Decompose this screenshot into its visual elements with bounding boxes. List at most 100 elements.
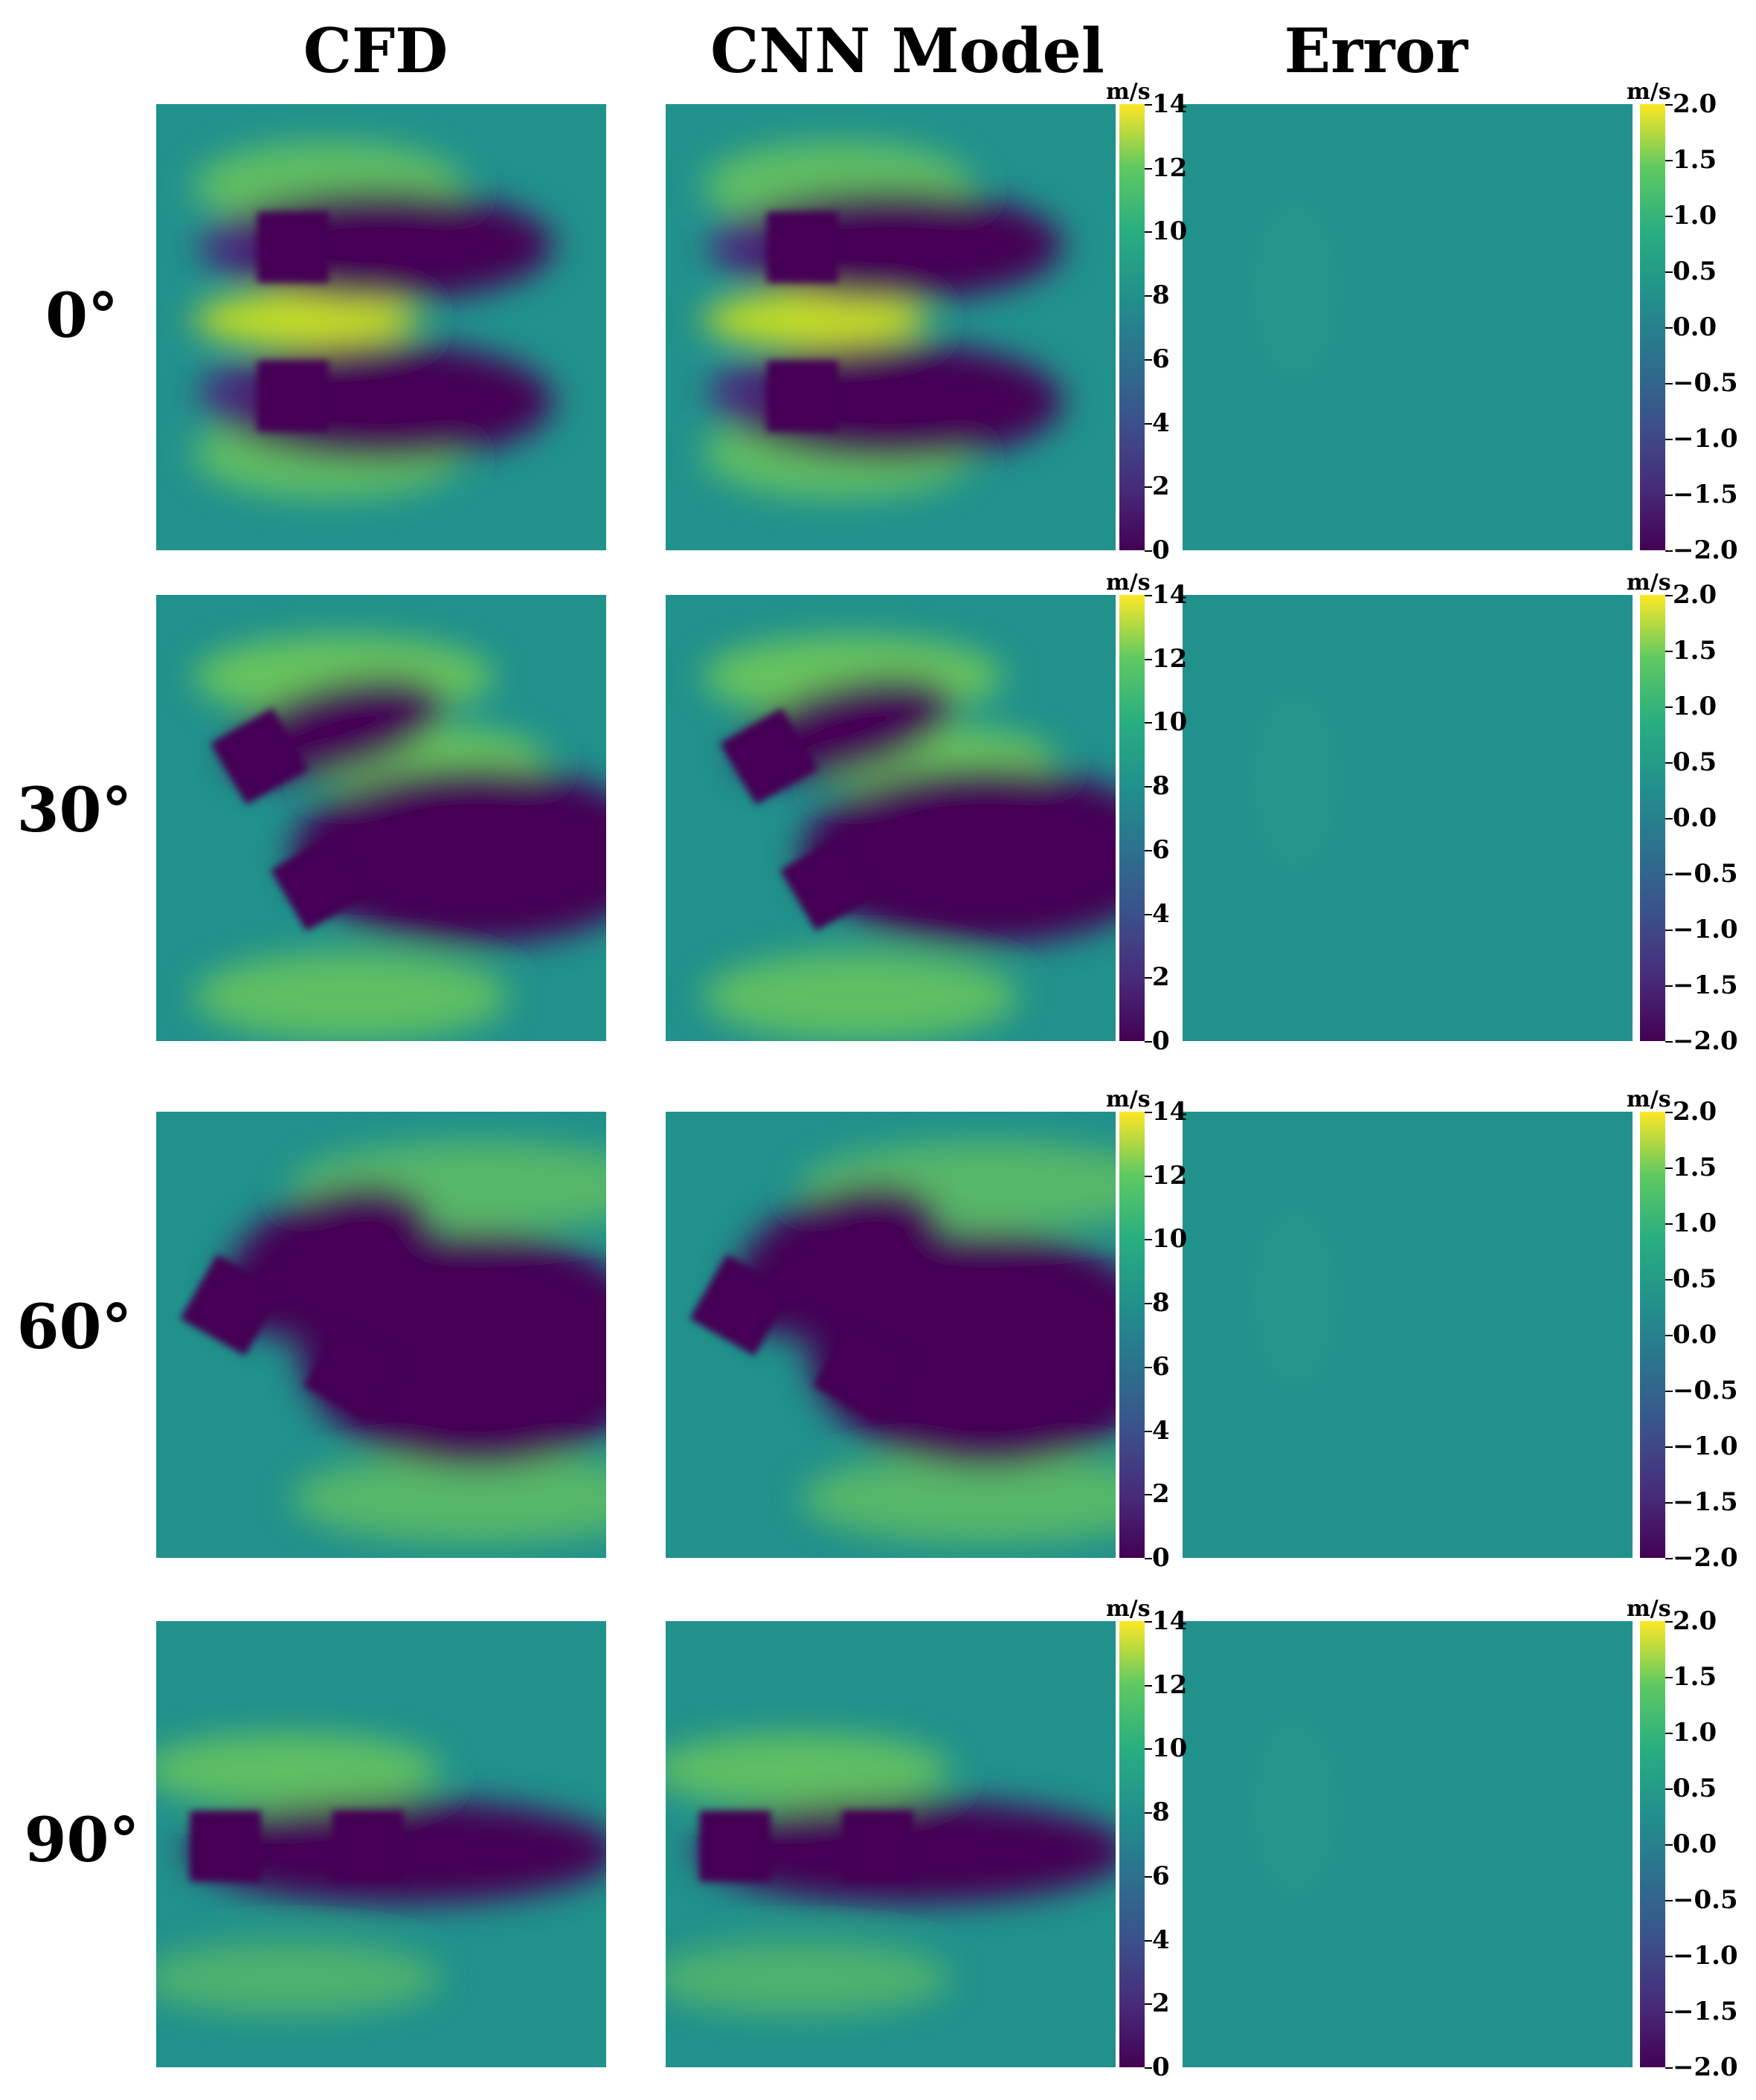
error-60-colorbar-tick-label: −2.0 [1673, 1543, 1738, 1573]
error-30-colorbar-tickmark [1665, 595, 1673, 596]
error-90-colorbar-unit: m/s [1627, 1596, 1671, 1622]
velocity-0-colorbar-tickmark [1145, 295, 1152, 297]
error-90-colorbar-tickmark [1665, 1844, 1673, 1846]
cfd-panel-0 [156, 104, 606, 550]
velocity-60-colorbar-tick-label: 2 [1152, 1479, 1170, 1510]
error-panel-30 [1183, 595, 1633, 1041]
velocity-0-colorbar-tick-label: 14 [1152, 89, 1188, 119]
error-30-colorbar-tick-label: −2.0 [1673, 1026, 1738, 1056]
velocity-60-colorbar-tick-label: 6 [1152, 1351, 1170, 1382]
velocity-0-colorbar-tickmark [1145, 550, 1152, 552]
velocity-30-colorbar-tick-label: 10 [1152, 707, 1188, 738]
velocity-30-colorbar-tick-label: 0 [1152, 1026, 1170, 1056]
error-60-colorbar-tickmark [1665, 1223, 1673, 1225]
row-label-90: 90° [24, 1805, 140, 1876]
velocity-0-colorbar-tickmark [1145, 167, 1152, 170]
error-60-colorbar-tickmark [1665, 1502, 1673, 1504]
error-panel-90 [1183, 1621, 1633, 2067]
velocity-60-colorbar-tickmark [1145, 1430, 1152, 1432]
error-30-colorbar-tickmark [1665, 985, 1673, 987]
velocity-30-colorbar-tickmark [1145, 1041, 1152, 1043]
velocity-30-colorbar-tick-label: 6 [1152, 834, 1170, 865]
error-90-colorbar [1640, 1621, 1665, 2067]
velocity-0-colorbar-tick-label: 6 [1152, 344, 1170, 374]
error-30-colorbar-tickmark [1665, 651, 1673, 652]
error-60-colorbar-tick-label: −1.0 [1673, 1431, 1738, 1461]
velocity-90-colorbar-tick-label: 8 [1152, 1797, 1170, 1828]
velocity-90-colorbar [1119, 1621, 1145, 2067]
velocity-60-colorbar-tick-label: 10 [1152, 1224, 1188, 1254]
velocity-60-colorbar-tickmark [1145, 1303, 1152, 1305]
error-0-colorbar-tickmark [1665, 495, 1673, 496]
velocity-60-colorbar-tick-label: 14 [1152, 1097, 1188, 1127]
velocity-60-colorbar [1119, 1112, 1145, 1558]
cfd-panel-90 [156, 1621, 606, 2067]
error-90-colorbar-tickmark [1665, 1733, 1673, 1734]
error-90-colorbar-tickmark [1665, 1788, 1673, 1790]
velocity-90-colorbar-tick-label: 4 [1152, 1925, 1170, 1955]
velocity-90-colorbar-tick-label: 10 [1152, 1733, 1188, 1764]
velocity-0-colorbar-tick-label: 8 [1152, 280, 1170, 311]
velocity-0-colorbar-tickmark [1145, 486, 1152, 489]
velocity-30-colorbar-tick-label: 14 [1152, 580, 1188, 610]
velocity-90-colorbar-tickmark [1145, 1812, 1152, 1814]
velocity-30-colorbar-tickmark [1145, 595, 1152, 596]
error-60-colorbar-tickmark [1665, 1112, 1673, 1113]
error-0-colorbar-tickmark [1665, 104, 1673, 106]
cnn-panel-60 [666, 1112, 1116, 1558]
error-30-colorbar-tickmark [1665, 762, 1673, 764]
velocity-60-colorbar-tickmark [1145, 1558, 1152, 1559]
error-90-colorbar-tickmark [1665, 1900, 1673, 1901]
error-60-colorbar-tickmark [1665, 1279, 1673, 1281]
velocity-0-colorbar-tickmark [1145, 358, 1152, 361]
error-30-colorbar-tick-label: 1.5 [1673, 636, 1717, 666]
velocity-60-colorbar-tickmark [1145, 1494, 1152, 1496]
error-field [1183, 595, 1633, 1041]
cfd-panel-30 [156, 595, 606, 1041]
velocity-0-colorbar-tickmark [1145, 104, 1152, 106]
velocity-0-colorbar-unit: m/s [1106, 79, 1151, 105]
error-0-colorbar-tick-label: −1.5 [1673, 480, 1738, 509]
velocity-30-colorbar-tickmark [1145, 849, 1152, 851]
error-60-colorbar-tick-label: 0.5 [1673, 1264, 1717, 1294]
error-0-colorbar-tick-label: 1.5 [1673, 145, 1717, 175]
velocity-30-colorbar-tickmark [1145, 786, 1152, 788]
error-60-colorbar-tick-label: 1.0 [1673, 1208, 1717, 1238]
error-60-colorbar-tick-label: −0.5 [1673, 1376, 1738, 1405]
velocity-30-colorbar-unit: m/s [1106, 570, 1151, 596]
velocity-0-colorbar-tick-label: 10 [1152, 216, 1188, 247]
velocity-30-colorbar-tick-label: 4 [1152, 898, 1170, 929]
error-30-colorbar-tickmark [1665, 818, 1673, 819]
error-0-colorbar-tickmark [1665, 216, 1673, 217]
error-60-colorbar-tick-label: 1.5 [1673, 1153, 1717, 1182]
velocity-0-colorbar-tick-label: 12 [1152, 152, 1188, 183]
velocity-60-colorbar-tickmark [1145, 1175, 1152, 1177]
velocity-90-colorbar-tickmark [1145, 1875, 1152, 1878]
error-0-colorbar-tickmark [1665, 550, 1673, 552]
row-label-0: 0° [45, 280, 119, 352]
error-30-colorbar-tickmark [1665, 706, 1673, 708]
velocity-0-colorbar-tick-label: 2 [1152, 471, 1170, 502]
velocity-90-colorbar-unit: m/s [1106, 1596, 1151, 1622]
error-panel-60 [1183, 1112, 1633, 1558]
velocity-60-colorbar-tickmark [1145, 1112, 1152, 1113]
velocity-0-colorbar-tickmark [1145, 231, 1152, 233]
velocity-0-colorbar-tick-label: 0 [1152, 535, 1170, 565]
velocity-90-colorbar-tickmark [1145, 1621, 1152, 1623]
error-0-colorbar-tickmark [1665, 383, 1673, 384]
velocity-90-colorbar-tick-label: 14 [1152, 1606, 1188, 1636]
error-90-colorbar-tickmark [1665, 1956, 1673, 1957]
error-60-colorbar-tickmark [1665, 1167, 1673, 1169]
velocity-0-colorbar-tick-label: 4 [1152, 408, 1170, 438]
error-90-colorbar-tickmark [1665, 1677, 1673, 1678]
error-60-colorbar-tickmark [1665, 1446, 1673, 1448]
cnn-panel-90 [666, 1621, 1116, 2067]
error-90-colorbar-tick-label: −1.0 [1673, 1941, 1738, 1971]
velocity-30-colorbar-tickmark [1145, 913, 1152, 915]
velocity-60-colorbar-tick-label: 4 [1152, 1415, 1170, 1446]
cnn-field [666, 104, 1116, 550]
velocity-0-colorbar [1119, 104, 1145, 550]
error-30-colorbar-tick-label: 1.0 [1673, 692, 1717, 721]
velocity-90-colorbar-tickmark [1145, 2067, 1152, 2069]
velocity-60-colorbar-tick-label: 12 [1152, 1160, 1188, 1191]
